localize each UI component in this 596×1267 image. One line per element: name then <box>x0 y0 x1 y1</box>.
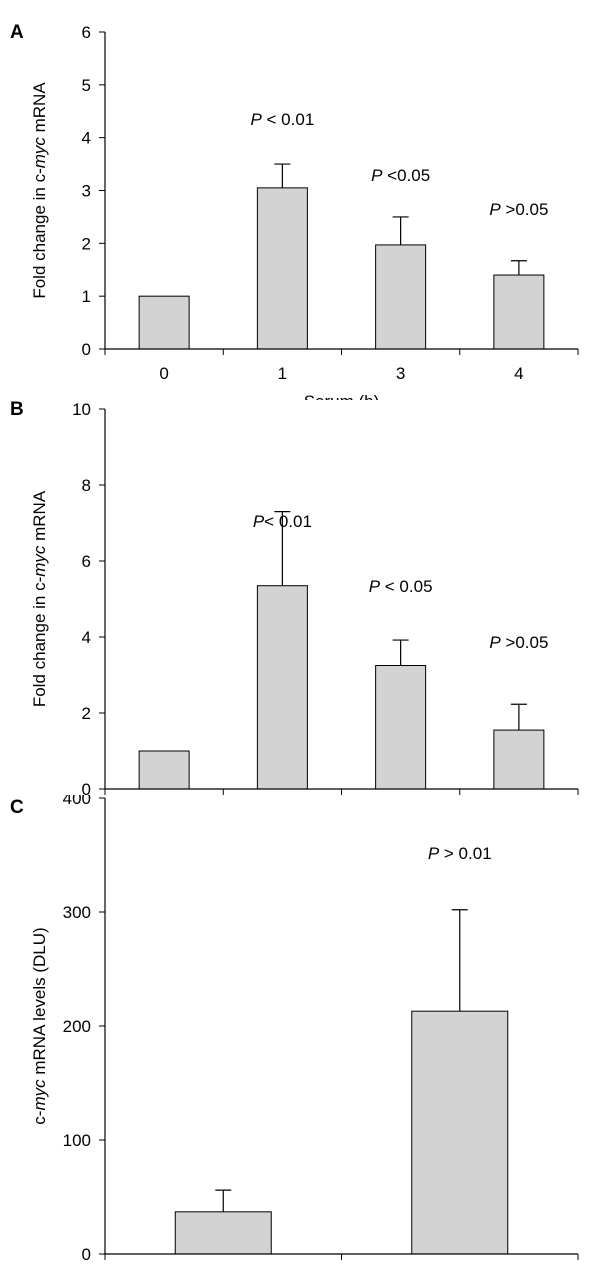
p-symbol: P <box>489 633 501 652</box>
p-symbol: P <box>369 577 381 596</box>
y-tick-label: 4 <box>82 628 91 647</box>
chart-c: CNormalTumour0100200300400c-myc mRNA lev… <box>10 795 579 1264</box>
p-symbol: P <box>371 166 383 185</box>
y-axis-label: c-myc mRNA levels (DLU) <box>30 927 49 1124</box>
y-tick-label: 0 <box>82 780 91 795</box>
p-value-annotation: P > 0.01 <box>428 844 492 863</box>
y-tick-label: 300 <box>63 903 91 922</box>
p-symbol: P <box>428 844 440 863</box>
bar-0 <box>138 295 190 350</box>
p-value-text: < 0.05 <box>380 577 432 596</box>
y-tick-label: 100 <box>63 1131 91 1150</box>
p-value-text: >0.05 <box>501 633 549 652</box>
bar-0 <box>138 750 190 790</box>
p-value-text: > 0.01 <box>439 844 491 863</box>
x-tick-label: 0 <box>159 364 168 383</box>
bar-1 <box>256 585 308 790</box>
y-label-italic: myc <box>30 137 49 169</box>
y-label-prefix: Fold change in c- <box>30 577 49 707</box>
p-symbol: P <box>489 200 501 219</box>
panel-label: B <box>10 400 24 420</box>
p-value-text: >0.05 <box>501 200 549 219</box>
y-label-prefix: c- <box>30 1111 49 1125</box>
p-value-annotation: P <0.05 <box>371 166 430 185</box>
p-symbol: P <box>253 512 265 531</box>
y-label-suffix: mRNA <box>30 490 49 545</box>
x-axis-label: Serum (h) <box>304 392 380 400</box>
chart-a: A 0 1 3 4 0 1 2 3 4 5 6 Fold change in c-myc mRNA Ser… <box>10 22 579 400</box>
p-value-text: < 0.01 <box>262 110 314 129</box>
p-symbol: P <box>250 110 262 129</box>
y-tick-label: 200 <box>63 1017 91 1036</box>
y-tick-label: 2 <box>82 234 91 253</box>
bar-6 <box>493 729 545 790</box>
panel-a: A 0 1 3 4 0 1 2 3 4 5 6 Fold change in c-myc mRNA Ser… <box>0 0 596 400</box>
bar-1 <box>256 187 308 350</box>
y-tick-label: 10 <box>72 400 91 419</box>
y-tick-label: 6 <box>82 23 91 42</box>
y-label-italic: myc <box>30 545 49 577</box>
p-value-annotation: P < 0.01 <box>250 110 314 129</box>
y-label-prefix: Fold change in c- <box>30 168 49 298</box>
y-tick-label: 3 <box>82 182 91 201</box>
y-tick-label: 6 <box>82 552 91 571</box>
p-value-annotation: P >0.05 <box>489 200 548 219</box>
y-label-suffix: mRNA <box>30 82 49 137</box>
p-value-text: < 0.01 <box>264 512 312 531</box>
panel-label: A <box>10 22 24 43</box>
p-value-annotation: P < 0.05 <box>369 577 433 596</box>
y-tick-label: 8 <box>82 476 91 495</box>
bar-tumour <box>411 1010 509 1255</box>
y-tick-label: 0 <box>82 340 91 359</box>
x-tick-label: 3 <box>396 364 405 383</box>
y-tick-label: 400 <box>63 795 91 808</box>
y-tick-label: 5 <box>82 76 91 95</box>
bar-normal <box>174 1211 272 1255</box>
x-tick-label: 1 <box>278 364 287 383</box>
y-tick-label: 4 <box>82 129 91 148</box>
y-tick-label: 1 <box>82 287 91 306</box>
y-tick-label: 2 <box>82 704 91 723</box>
bar-3 <box>375 244 427 350</box>
panel-c: CNormalTumour0100200300400c-myc mRNA lev… <box>0 795 596 1267</box>
y-axis-label: Fold change in c-myc mRNA <box>30 490 49 707</box>
y-tick-label: 0 <box>82 1245 91 1264</box>
panel-label: C <box>10 797 24 818</box>
p-value-annotation: P >0.05 <box>489 633 548 652</box>
bar-3 <box>375 665 427 790</box>
y-axis-label: Fold change in c-myc mRNA <box>30 82 49 299</box>
x-tick-label: 4 <box>514 364 523 383</box>
chart-b: B01360246810Fold change in c-myc mRNASer… <box>10 400 579 795</box>
y-label-italic: myc <box>30 1079 49 1111</box>
bar-4 <box>493 274 545 350</box>
p-value-text: <0.05 <box>382 166 430 185</box>
p-value-annotation: P< 0.01 <box>253 512 312 531</box>
panel-b: B01360246810Fold change in c-myc mRNASer… <box>0 400 596 795</box>
y-label-suffix: mRNA levels (DLU) <box>30 927 49 1079</box>
